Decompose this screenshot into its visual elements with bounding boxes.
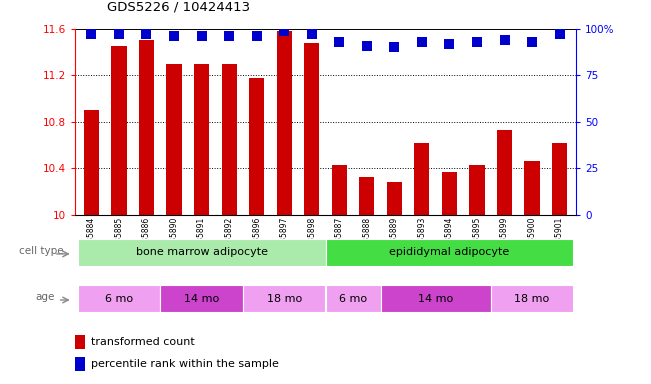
Bar xyxy=(243,285,326,313)
Text: 14 mo: 14 mo xyxy=(184,293,219,304)
Text: 18 mo: 18 mo xyxy=(266,293,302,304)
Point xyxy=(555,31,565,38)
Text: cell type: cell type xyxy=(19,246,64,256)
Bar xyxy=(304,43,319,215)
Bar xyxy=(160,285,243,313)
Point xyxy=(114,31,124,38)
Bar xyxy=(497,130,512,215)
Bar xyxy=(194,64,209,215)
Bar xyxy=(525,162,540,215)
Bar xyxy=(77,285,160,313)
Point xyxy=(417,39,427,45)
Bar xyxy=(139,40,154,215)
Bar xyxy=(326,239,574,266)
Point xyxy=(279,28,290,34)
Text: 14 mo: 14 mo xyxy=(418,293,453,304)
Bar xyxy=(491,285,574,313)
Point xyxy=(334,39,344,45)
Text: epididymal adipocyte: epididymal adipocyte xyxy=(389,247,510,258)
Text: 6 mo: 6 mo xyxy=(105,293,133,304)
Point xyxy=(224,33,234,39)
Point xyxy=(361,43,372,49)
Bar xyxy=(75,335,85,349)
Bar xyxy=(77,239,326,266)
Bar xyxy=(469,165,484,215)
Bar xyxy=(111,46,126,215)
Point xyxy=(197,33,207,39)
Bar xyxy=(332,165,347,215)
Bar xyxy=(221,64,237,215)
Text: GDS5226 / 10424413: GDS5226 / 10424413 xyxy=(107,0,251,13)
Bar xyxy=(387,182,402,215)
Bar xyxy=(84,110,99,215)
Bar xyxy=(442,172,457,215)
Text: percentile rank within the sample: percentile rank within the sample xyxy=(90,359,279,369)
Point xyxy=(444,41,454,47)
Bar xyxy=(381,285,491,313)
Point xyxy=(307,31,317,38)
Bar xyxy=(326,285,381,313)
Text: age: age xyxy=(35,292,55,302)
Text: bone marrow adipocyte: bone marrow adipocyte xyxy=(135,247,268,258)
Bar xyxy=(167,64,182,215)
Bar xyxy=(75,357,85,371)
Point xyxy=(141,31,152,38)
Point xyxy=(251,33,262,39)
Bar xyxy=(359,177,374,215)
Point xyxy=(389,44,400,50)
Bar xyxy=(414,143,430,215)
Bar xyxy=(552,143,567,215)
Text: transformed count: transformed count xyxy=(90,337,195,347)
Point xyxy=(527,39,537,45)
Point xyxy=(499,37,510,43)
Point xyxy=(169,33,179,39)
Point xyxy=(472,39,482,45)
Text: 6 mo: 6 mo xyxy=(339,293,367,304)
Text: 18 mo: 18 mo xyxy=(514,293,549,304)
Bar xyxy=(249,78,264,215)
Point xyxy=(86,31,96,38)
Bar xyxy=(277,31,292,215)
